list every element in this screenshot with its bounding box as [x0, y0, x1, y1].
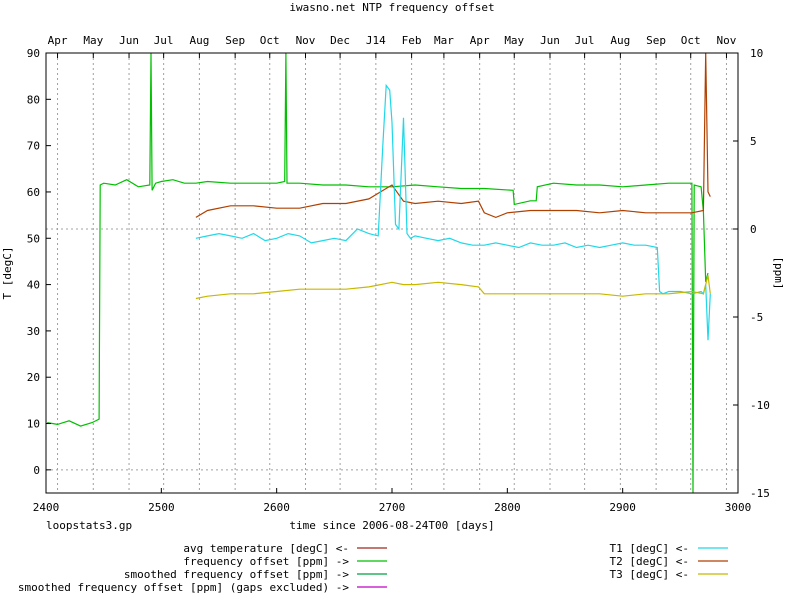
x-tick-label: 2700: [379, 501, 406, 514]
chart-title: iwasno.net NTP frequency offset: [289, 1, 494, 14]
y2-tick-label: 5: [750, 135, 757, 148]
month-tick-label: Nov: [296, 34, 316, 47]
month-tick-label: Apr: [48, 34, 68, 47]
legend-right-label: T3 [degC] <-: [610, 568, 689, 581]
month-tick-label: Aug: [610, 34, 630, 47]
x-tick-label: 2500: [148, 501, 175, 514]
y-tick-label: 20: [27, 371, 40, 384]
y2-tick-label: -5: [750, 311, 763, 324]
y2-tick-label: 10: [750, 47, 763, 60]
legend: avg temperature [degC] <-frequency offse…: [18, 542, 728, 594]
y-tick-label: 60: [27, 186, 40, 199]
legend-right-label: T1 [degC] <-: [610, 542, 689, 555]
legend-left-label: frequency offset [ppm] ->: [183, 555, 349, 568]
legend-left-label: smoothed frequency offset [ppm] ->: [124, 568, 350, 581]
month-tick-label: Sep: [646, 34, 666, 47]
month-tick-label: J14: [366, 34, 386, 47]
month-tick-label: Feb: [402, 34, 422, 47]
x-tick-label: 2800: [494, 501, 521, 514]
y-tick-label: 50: [27, 232, 40, 245]
y-tick-label: 40: [27, 279, 40, 292]
x-tick-label: 2600: [263, 501, 290, 514]
y-tick-label: 90: [27, 47, 40, 60]
axis-ticks: Apr May Jun Jul Aug Sep Oct Nov Dec J14 Feb Mar Apr M…: [27, 34, 770, 514]
month-tick-label: Apr: [470, 34, 490, 47]
month-tick-label: Jun: [119, 34, 139, 47]
grid-lines: [46, 53, 738, 493]
month-tick-label: Sep: [225, 34, 245, 47]
y-tick-label: 0: [33, 464, 40, 477]
legend-right-label: T2 [degC] <-: [610, 555, 689, 568]
month-tick-label: Aug: [189, 34, 209, 47]
footer-label: loopstats3.gp: [46, 519, 132, 532]
month-tick-label: Dec: [330, 34, 350, 47]
month-tick-label: Oct: [260, 34, 280, 47]
month-tick-label: Oct: [681, 34, 701, 47]
series-line-1: [195, 52, 711, 219]
plot-series: [47, 52, 711, 494]
legend-left-label: smoothed frequency offset [ppm] (gaps ex…: [18, 581, 350, 594]
month-tick-label: Jul: [154, 34, 174, 47]
y2-tick-label: 0: [750, 223, 757, 236]
month-tick-label: Jul: [575, 34, 595, 47]
y2-tick-label: -15: [750, 487, 770, 500]
y-tick-label: 70: [27, 140, 40, 153]
y-axis-label: T [degC]: [1, 247, 14, 300]
series-line-3: [195, 275, 711, 300]
month-tick-label: May: [83, 34, 103, 47]
month-tick-label: Jun: [540, 34, 560, 47]
x-tick-label: 2400: [33, 501, 60, 514]
y-tick-label: 80: [27, 93, 40, 106]
series-line-2: [195, 83, 711, 341]
month-tick-label: Nov: [717, 34, 737, 47]
y2-tick-label: -10: [750, 399, 770, 412]
month-tick-label: Mar: [434, 34, 454, 47]
y-tick-label: 30: [27, 325, 40, 338]
legend-left-label: avg temperature [degC] <-: [183, 542, 349, 555]
x-tick-label: 2900: [609, 501, 636, 514]
y-tick-label: 10: [27, 418, 40, 431]
month-tick-label: May: [504, 34, 524, 47]
y2-axis-label: [ppm]: [772, 256, 785, 289]
x-tick-label: 3000: [725, 501, 752, 514]
series-line-0: [47, 52, 709, 494]
x-axis-label: time since 2006-08-24T00 [days]: [289, 519, 494, 532]
